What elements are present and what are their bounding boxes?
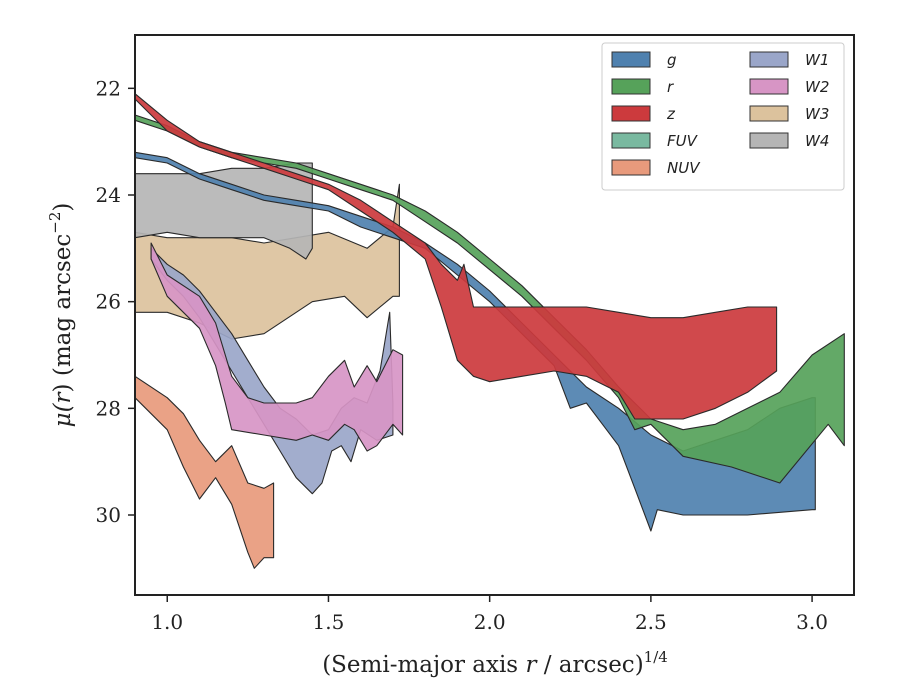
legend-swatch-w1 [749,51,789,68]
y-axis-title: μ(r) (mag arcsec−2) [46,203,76,428]
y-tick-label: 28 [96,396,121,420]
legend-swatch-w4 [749,132,789,149]
band-w4 [134,162,313,260]
x-tick-label: 2.5 [635,610,667,634]
legend-swatch-fuv [611,132,651,149]
legend-label-w2: W2 [805,78,829,96]
y-axis-title-sup: −2 [46,212,64,234]
legend-swatch-w2 [749,78,789,95]
x-axis-title-main: (Semi-major axis [322,652,525,678]
x-tick-label: 1.0 [151,610,183,634]
y-tick-label: 22 [96,76,121,100]
band-w2 [150,242,404,452]
x-axis-title-sup: 1/4 [644,648,668,666]
legend-label-g: g [667,51,677,69]
x-tick-label: 1.5 [313,610,345,634]
x-tick-label: 2.0 [474,610,506,634]
legend-swatch-z [611,105,651,122]
y-axis-title-var: r [50,390,76,403]
legend-label-fuv: FUV [667,132,699,150]
legend-swatch-nuv [611,159,651,176]
legend-label-w1: W1 [805,51,829,69]
band-r [134,114,845,484]
x-tick-label: 3.0 [796,610,828,634]
y-axis-title-rest: ) (mag arcsec [50,234,76,393]
legend-swatch-w3 [749,105,789,122]
plot-frame [134,34,855,596]
legend-label-w3: W3 [805,105,829,123]
legend-swatch-g [611,51,651,68]
y-axis-title-close: ) [50,203,76,212]
y-axis-title-main: μ( [50,402,76,427]
legend-label-w4: W4 [805,132,829,150]
legend: grz FUV NUV W1 W2 W3 W4 [601,42,845,191]
series-layer [134,93,845,569]
y-tick-label: 24 [96,183,121,207]
band-nuv [134,375,275,569]
x-axis-title-var: r [525,652,538,678]
legend-swatch-r [611,78,651,95]
legend-label-nuv: NUV [667,159,701,177]
band-z [134,93,778,420]
tick-layer: 1.0 1.5 2.0 2.5 3.0 22 24 26 28 30 [96,76,828,634]
x-axis-title-rest: / arcsec) [536,652,643,678]
x-axis-title: (Semi-major axis r / arcsec)1/4 [322,648,668,678]
legend-label-r: r [667,78,674,96]
legend-entries: grz FUV NUV W1 W2 W3 W4 [611,51,829,177]
legend-label-z: z [666,105,676,123]
y-tick-label: 30 [96,503,121,527]
y-tick-label: 26 [96,290,121,314]
